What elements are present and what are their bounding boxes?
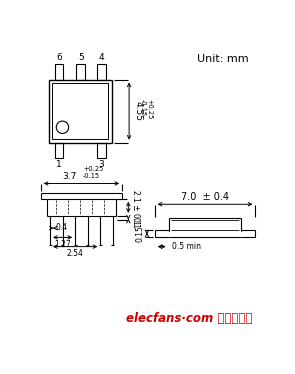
Text: 6: 6 (56, 53, 62, 62)
Text: elecfans·com 电子发烧友: elecfans·com 电子发烧友 (126, 312, 253, 325)
Text: 7.0  ± 0.4: 7.0 ± 0.4 (181, 192, 229, 202)
Text: 3: 3 (99, 160, 104, 169)
Text: 0.1: 0.1 (131, 217, 140, 229)
Text: 0.4: 0.4 (55, 223, 68, 232)
Text: 0.5 min: 0.5 min (172, 242, 201, 251)
Bar (48, 80, 112, 142)
Text: 2.1 ± 0.1: 2.1 ± 0.1 (131, 190, 140, 225)
Bar (97, 64, 106, 80)
Text: 3.7: 3.7 (63, 172, 77, 181)
Bar (53, 83, 108, 139)
Text: 4: 4 (99, 53, 104, 62)
Text: 5: 5 (78, 53, 83, 62)
Bar (97, 142, 106, 158)
Bar (76, 64, 85, 80)
Bar (55, 142, 63, 158)
Text: 0.15: 0.15 (136, 225, 145, 242)
Text: +0.25
-0.15: +0.25 -0.15 (83, 166, 103, 179)
Text: 4.55: 4.55 (134, 101, 143, 121)
Text: 2.54: 2.54 (67, 249, 83, 258)
Text: 1.27: 1.27 (54, 240, 71, 249)
Text: +0.25
-0.15: +0.25 -0.15 (139, 99, 152, 119)
Bar (55, 64, 63, 80)
Text: Unit: mm: Unit: mm (197, 54, 249, 64)
Text: 1: 1 (56, 160, 62, 169)
